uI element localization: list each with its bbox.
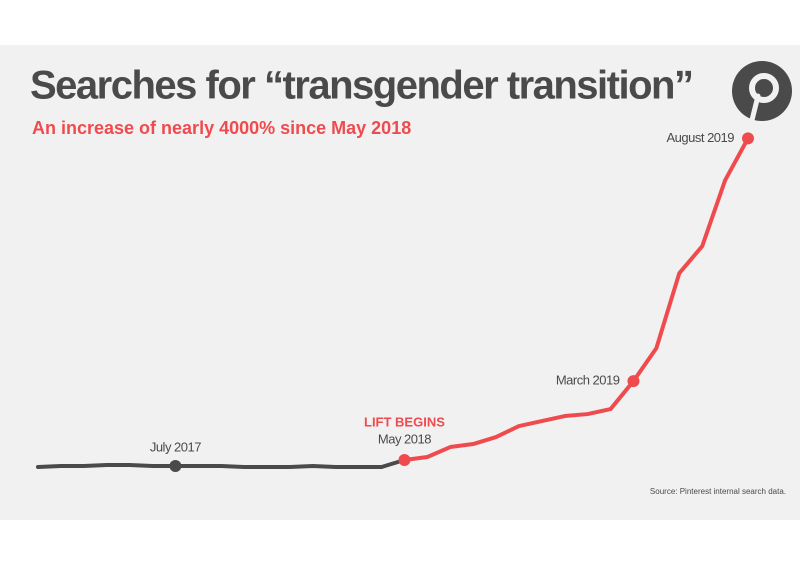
chart-background	[0, 45, 800, 520]
chart-subtitle: An increase of nearly 4000% since May 20…	[32, 118, 411, 138]
source-note: Source: Pinterest internal search data.	[650, 487, 786, 496]
point-label: May 2018	[378, 431, 431, 446]
annotation: LIFT BEGINS	[364, 414, 445, 429]
point-label: July 2017	[150, 439, 201, 454]
line-series	[402, 136, 750, 463]
point-marker	[169, 460, 182, 473]
point-label: March 2019	[556, 373, 620, 388]
point-label: August 2019	[666, 130, 734, 145]
point-marker	[398, 454, 411, 467]
point-marker	[742, 132, 754, 145]
logo	[732, 61, 792, 123]
chart-title: Searches for “transgender transition”	[30, 64, 692, 108]
line-series	[36, 463, 384, 470]
point-marker	[627, 375, 640, 388]
